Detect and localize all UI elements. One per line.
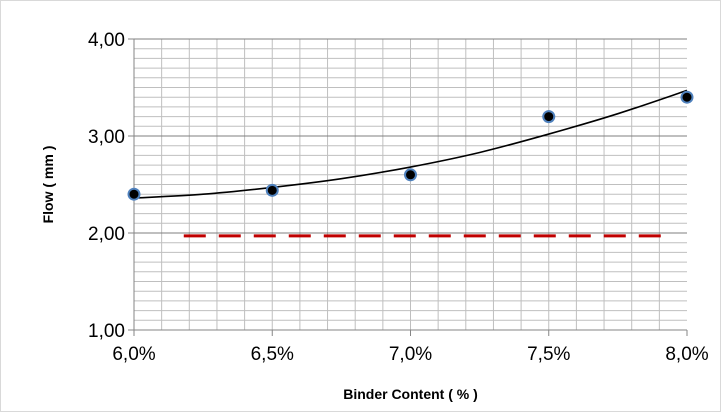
data-point [680,90,694,104]
data-point [127,187,141,201]
x-tick-label: 8,0% [665,344,708,365]
x-axis-title: Binder Content ( % ) [343,386,478,402]
data-point [265,183,279,197]
x-tick-label: 6,0% [112,344,155,365]
x-tick-label: 6,5% [251,344,294,365]
y-axis-title: Flow ( mm ) [40,146,56,224]
y-tick-label: 4,00 [88,30,125,51]
trendline [133,89,688,199]
y-tick-label: 2,00 [88,224,125,245]
x-tick-label: 7,5% [527,344,570,365]
y-tick-label: 1,00 [88,321,125,342]
y-tick-label: 3,00 [88,127,125,148]
data-point [542,110,556,124]
x-tick-label: 7,0% [389,344,432,365]
data-point [404,168,417,182]
